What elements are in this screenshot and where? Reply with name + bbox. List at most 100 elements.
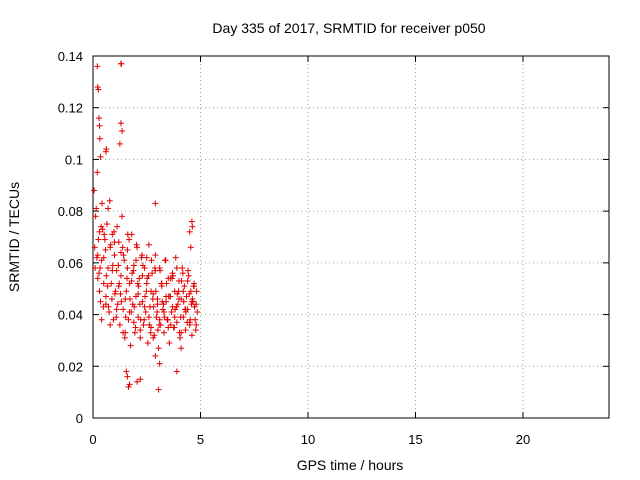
y-tick-label: 0: [76, 411, 83, 426]
data-point: [171, 314, 178, 321]
data-point: [167, 321, 174, 328]
data-point: [145, 314, 152, 321]
data-point: [159, 306, 166, 313]
data-point: [193, 288, 200, 295]
data-point: [192, 327, 199, 334]
data-point: [137, 376, 144, 383]
data-point: [188, 301, 195, 308]
data-point: [119, 213, 126, 220]
plot-frame: [92, 55, 610, 419]
data-point: [152, 200, 159, 207]
data-point: [181, 283, 188, 290]
data-point: [134, 244, 141, 251]
data-point: [194, 308, 201, 315]
data-point: [145, 241, 152, 248]
data-point: [130, 267, 137, 274]
data-point: [173, 368, 180, 375]
axis-ticks: [92, 55, 609, 419]
data-point: [94, 84, 101, 91]
y-tick-label: 0.12: [58, 101, 83, 116]
data-point: [139, 272, 146, 279]
data-point: [118, 60, 125, 67]
data-point: [111, 239, 118, 246]
data-point: [176, 296, 182, 303]
data-point: [92, 213, 99, 220]
data-point: [139, 298, 146, 305]
data-point: [134, 280, 141, 287]
data-point: [105, 205, 112, 212]
data-point: [171, 324, 178, 331]
data-point: [125, 383, 132, 390]
data-point: [121, 257, 128, 264]
data-point: [140, 321, 147, 328]
data-point: [130, 262, 137, 269]
data-point: [165, 293, 172, 300]
y-tick-label: 0.02: [58, 359, 83, 374]
data-point: [162, 257, 169, 264]
data-point: [139, 252, 146, 259]
data-point: [96, 122, 103, 129]
x-tick-label: 15: [408, 432, 422, 447]
data-point: [156, 316, 163, 323]
data-point: [132, 324, 139, 331]
data-point: [102, 246, 109, 253]
data-point: [120, 329, 127, 336]
data-point: [106, 308, 113, 315]
data-point: [142, 293, 149, 300]
data-point: [150, 303, 157, 310]
data-point: [160, 329, 167, 336]
data-point: [144, 340, 151, 347]
x-tick-label: 20: [516, 432, 530, 447]
data-point: [119, 127, 126, 134]
data-point: [146, 321, 153, 328]
data-point: [148, 257, 155, 264]
data-point: [105, 303, 112, 310]
data-point: [135, 290, 142, 297]
data-point: [176, 329, 183, 336]
data-point: [133, 257, 139, 264]
data-point: [136, 301, 143, 308]
data-point: [185, 272, 192, 279]
data-point: [104, 283, 111, 290]
data-point: [136, 275, 143, 282]
y-tick-label: 0.04: [58, 308, 83, 323]
data-point: [128, 308, 135, 315]
data-point: [113, 306, 120, 313]
data-point: [191, 303, 198, 310]
data-point: [103, 272, 110, 279]
data-point: [101, 231, 108, 238]
data-point: [173, 319, 180, 326]
y-axis-label: SRMTID / TECUs: [6, 182, 22, 292]
data-point: [111, 252, 118, 259]
x-axis-label: GPS time / hours: [297, 457, 404, 473]
data-point: [122, 314, 129, 321]
data-points: [91, 60, 201, 393]
data-point: [139, 262, 146, 269]
data-point: [131, 303, 138, 310]
data-point: [109, 262, 116, 269]
data-point: [95, 236, 102, 243]
data-point: [127, 342, 134, 349]
data-point: [185, 267, 192, 274]
data-point: [91, 187, 98, 194]
data-point: [155, 386, 162, 393]
data-point: [160, 301, 167, 308]
data-point: [111, 290, 118, 297]
data-point: [108, 296, 115, 303]
data-point: [98, 223, 105, 230]
data-point: [172, 254, 179, 261]
data-point: [120, 306, 127, 313]
data-point: [190, 283, 197, 290]
data-point: [141, 303, 148, 310]
data-point: [188, 332, 195, 339]
data-point: [179, 270, 186, 277]
x-tick-label: 0: [89, 432, 96, 447]
data-point: [102, 293, 109, 300]
data-point: [123, 288, 130, 295]
data-point: [145, 272, 152, 279]
data-point: [186, 290, 193, 297]
data-point: [151, 332, 158, 339]
data-point: [138, 254, 145, 261]
data-point: [116, 280, 123, 287]
data-point: [163, 280, 170, 287]
